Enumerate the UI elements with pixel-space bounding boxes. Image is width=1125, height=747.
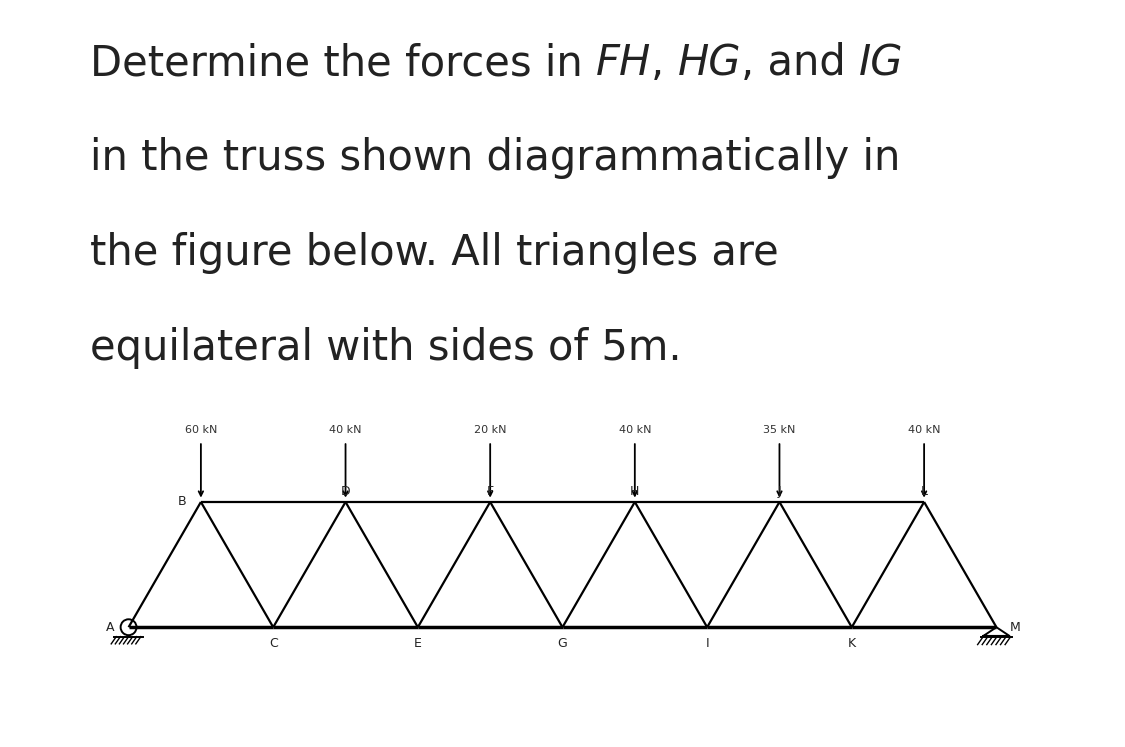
- Text: C: C: [269, 636, 278, 650]
- Text: FH: FH: [596, 43, 651, 84]
- Text: J: J: [777, 486, 781, 498]
- Text: A: A: [106, 621, 114, 633]
- Text: 40 kN: 40 kN: [619, 426, 651, 436]
- Text: Determine the forces in: Determine the forces in: [90, 43, 596, 84]
- Text: 60 kN: 60 kN: [184, 426, 217, 436]
- Text: B: B: [178, 495, 187, 509]
- Text: K: K: [848, 636, 856, 650]
- Text: I: I: [705, 636, 709, 650]
- Text: 40 kN: 40 kN: [908, 426, 940, 436]
- Text: 35 kN: 35 kN: [763, 426, 795, 436]
- Text: 20 kN: 20 kN: [474, 426, 506, 436]
- Text: D: D: [341, 486, 350, 498]
- Text: ,: ,: [651, 43, 677, 84]
- Text: the figure below. All triangles are: the figure below. All triangles are: [90, 232, 778, 274]
- Text: G: G: [558, 636, 567, 650]
- Text: F: F: [487, 486, 494, 498]
- Text: , and: , and: [741, 43, 860, 84]
- Text: in the truss shown diagrammatically in: in the truss shown diagrammatically in: [90, 137, 900, 179]
- Text: E: E: [414, 636, 422, 650]
- Text: L: L: [920, 486, 928, 498]
- Text: HG: HG: [677, 43, 741, 84]
- Text: H: H: [630, 486, 639, 498]
- Text: IG: IG: [860, 43, 903, 84]
- Text: 40 kN: 40 kN: [330, 426, 362, 436]
- Text: equilateral with sides of 5m.: equilateral with sides of 5m.: [90, 327, 682, 370]
- Text: M: M: [1010, 621, 1020, 633]
